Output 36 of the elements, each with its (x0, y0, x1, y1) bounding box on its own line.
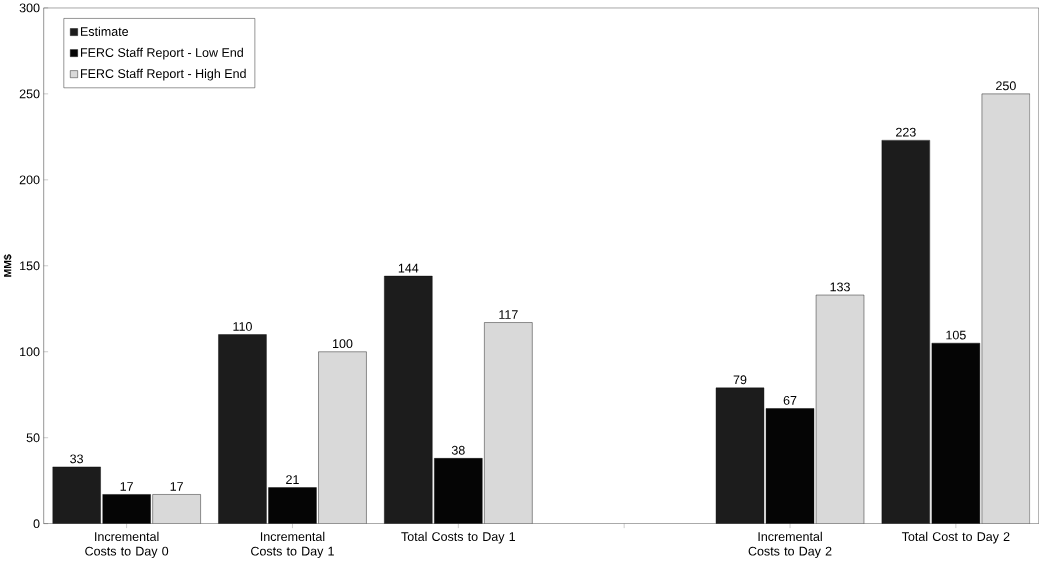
bar (218, 334, 267, 524)
x-tick-label: Incremental Costs to Day 2 (748, 532, 832, 559)
y-tick-label: 150 (20, 261, 40, 271)
data-label: 17 (170, 482, 183, 492)
data-label: 110 (233, 322, 252, 332)
data-label: 144 (398, 264, 419, 273)
y-tick-label: 100 (20, 347, 40, 357)
legend-label: Estimate (81, 27, 129, 37)
y-tick-label: 300 (19, 3, 40, 13)
y-tick-label: 50 (26, 433, 40, 443)
bar (715, 387, 765, 524)
y-tick-label: 250 (19, 89, 40, 99)
data-label: 223 (896, 127, 916, 137)
data-label: 250 (996, 81, 1016, 91)
y-axis-title: MM$ (3, 254, 12, 277)
legend-label: FERC Staff Report - Low End (81, 48, 243, 60)
bar (881, 140, 931, 524)
bar (384, 276, 433, 524)
data-label: 105 (946, 330, 966, 340)
data-label: 117 (499, 310, 518, 320)
data-label: 133 (830, 282, 850, 292)
y-tick-label: 200 (19, 175, 40, 185)
data-label: 100 (333, 339, 353, 349)
y-tick-label: 0 (33, 519, 40, 529)
x-tick-label: Total Costs to Day 1 (401, 532, 516, 544)
x-tick-label: Incremental Costs to Day 0 (85, 532, 169, 559)
data-label: 33 (70, 454, 83, 464)
x-tick-label: Total Cost to Day 2 (901, 532, 1010, 544)
data-label: 21 (286, 475, 299, 485)
x-tick-label: Incremental Costs to Day 1 (251, 532, 334, 559)
bar (52, 466, 101, 524)
data-label: 67 (783, 396, 797, 406)
legend-label: FERC Staff Report - High End (81, 69, 246, 81)
data-label: 17 (120, 482, 133, 492)
data-label: 79 (733, 375, 747, 385)
data-label: 38 (451, 446, 465, 455)
